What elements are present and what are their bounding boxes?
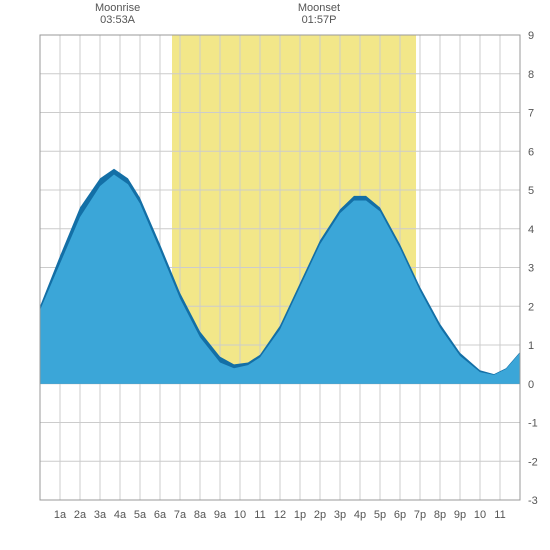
moonset-label: Moonset 01:57P	[289, 2, 349, 26]
moonset-time: 01:57P	[289, 14, 349, 26]
moonrise-time: 03:53A	[88, 14, 148, 26]
y-tick-label: -2	[528, 456, 538, 468]
x-tick-label: 6p	[394, 509, 406, 521]
x-tick-label: 9a	[214, 509, 227, 521]
y-tick-label: 6	[528, 146, 534, 158]
y-tick-label: -3	[528, 495, 538, 507]
y-tick-label: 2	[528, 301, 534, 313]
x-tick-label: 3a	[94, 509, 107, 521]
x-tick-label: 2a	[74, 509, 87, 521]
x-tick-label: 10	[234, 509, 246, 521]
x-tick-label: 5p	[374, 509, 386, 521]
x-tick-label: 6a	[154, 509, 167, 521]
y-tick-label: 0	[528, 379, 534, 391]
x-tick-label: 4a	[114, 509, 127, 521]
y-tick-label: 7	[528, 108, 534, 120]
chart-svg: -3-2-101234567891a2a3a4a5a6a7a8a9a101112…	[0, 0, 550, 550]
x-tick-label: 1a	[54, 509, 67, 521]
x-tick-label: 2p	[314, 509, 326, 521]
x-tick-label: 10	[474, 509, 486, 521]
x-tick-label: 8a	[194, 509, 207, 521]
x-tick-label: 11	[494, 509, 505, 521]
y-tick-label: -1	[528, 418, 538, 430]
y-tick-label: 3	[528, 263, 534, 275]
x-tick-label: 4p	[354, 509, 366, 521]
x-tick-label: 12	[274, 509, 286, 521]
y-tick-label: 9	[528, 30, 534, 42]
tide-chart: Moonrise 03:53A Moonset 01:57P -3-2-1012…	[0, 0, 550, 550]
x-tick-label: 9p	[454, 509, 466, 521]
y-tick-label: 4	[528, 224, 534, 236]
x-tick-label: 5a	[134, 509, 147, 521]
x-tick-label: 1p	[294, 509, 306, 521]
moonset-title: Moonset	[289, 2, 349, 14]
x-tick-label: 8p	[434, 509, 446, 521]
x-tick-label: 7p	[414, 509, 426, 521]
x-tick-label: 7a	[174, 509, 187, 521]
y-tick-label: 1	[528, 340, 534, 352]
y-tick-label: 5	[528, 185, 534, 197]
moonrise-title: Moonrise	[88, 2, 148, 14]
x-tick-label: 11	[254, 509, 265, 521]
y-tick-label: 8	[528, 69, 534, 81]
x-tick-label: 3p	[334, 509, 346, 521]
moonrise-label: Moonrise 03:53A	[88, 2, 148, 26]
